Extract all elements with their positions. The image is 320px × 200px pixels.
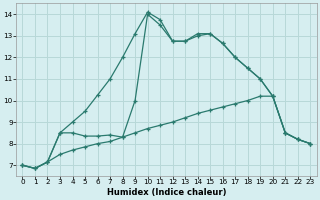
X-axis label: Humidex (Indice chaleur): Humidex (Indice chaleur): [107, 188, 226, 197]
